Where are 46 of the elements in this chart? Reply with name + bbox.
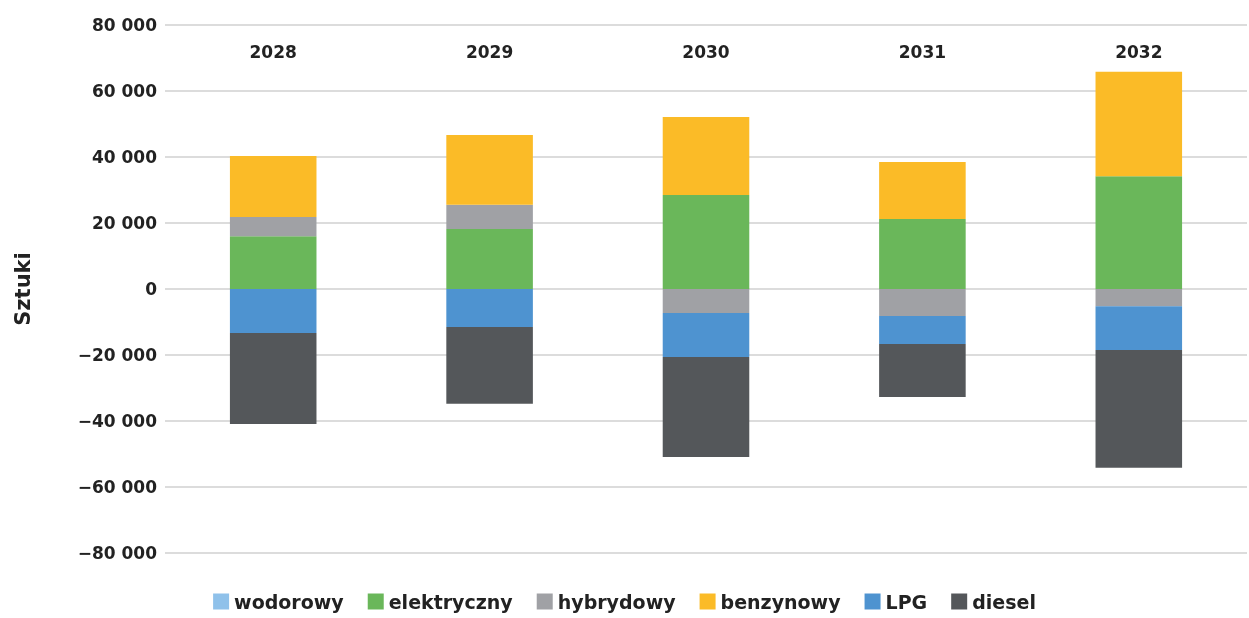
y-tick-label: 0 — [145, 279, 158, 299]
x-tick-label: 2028 — [249, 41, 297, 62]
bar — [446, 204, 533, 229]
y-tick-label: −60 000 — [77, 477, 158, 497]
bar — [1095, 71, 1183, 177]
bar — [662, 117, 750, 195]
legend-label: benzynowy — [720, 590, 842, 613]
y-tick-label: −40 000 — [77, 411, 158, 431]
bar — [879, 344, 966, 397]
bar — [879, 289, 966, 317]
bar — [662, 194, 750, 289]
legend-label: LPG — [885, 590, 928, 613]
bar — [662, 313, 750, 357]
bar — [662, 356, 750, 457]
y-tick-label: 40 000 — [91, 147, 158, 167]
bar — [1095, 350, 1183, 468]
x-tick-label: 2030 — [682, 41, 730, 62]
bar — [1095, 289, 1183, 307]
bar — [446, 134, 533, 205]
legend-label: diesel — [972, 590, 1036, 613]
bar — [446, 228, 533, 289]
legend-label: wodorowy — [234, 590, 345, 613]
y-tick-label: 80 000 — [91, 15, 158, 35]
y-axis-title: Sztuki — [10, 252, 35, 326]
y-tick-label: 60 000 — [91, 81, 158, 101]
bar — [879, 316, 966, 345]
legend-label: hybrydowy — [557, 590, 677, 613]
bar — [1095, 306, 1183, 351]
x-tick-label: 2029 — [465, 41, 514, 62]
bar — [229, 156, 317, 218]
bar — [662, 289, 750, 314]
legend-label: elektryczny — [388, 590, 514, 613]
x-tick-label: 2032 — [1115, 41, 1163, 62]
bar — [229, 332, 317, 424]
bar — [229, 289, 317, 333]
bar — [229, 217, 317, 237]
bar — [879, 161, 966, 220]
bar — [1095, 176, 1183, 289]
bar — [446, 289, 533, 327]
x-tick-label: 2031 — [898, 41, 947, 62]
y-tick-label: −80 000 — [77, 543, 158, 563]
bar — [229, 236, 317, 289]
y-tick-label: −20 000 — [77, 345, 158, 365]
y-tick-label: 20 000 — [91, 213, 158, 233]
bar — [446, 326, 533, 404]
bar — [879, 219, 966, 289]
